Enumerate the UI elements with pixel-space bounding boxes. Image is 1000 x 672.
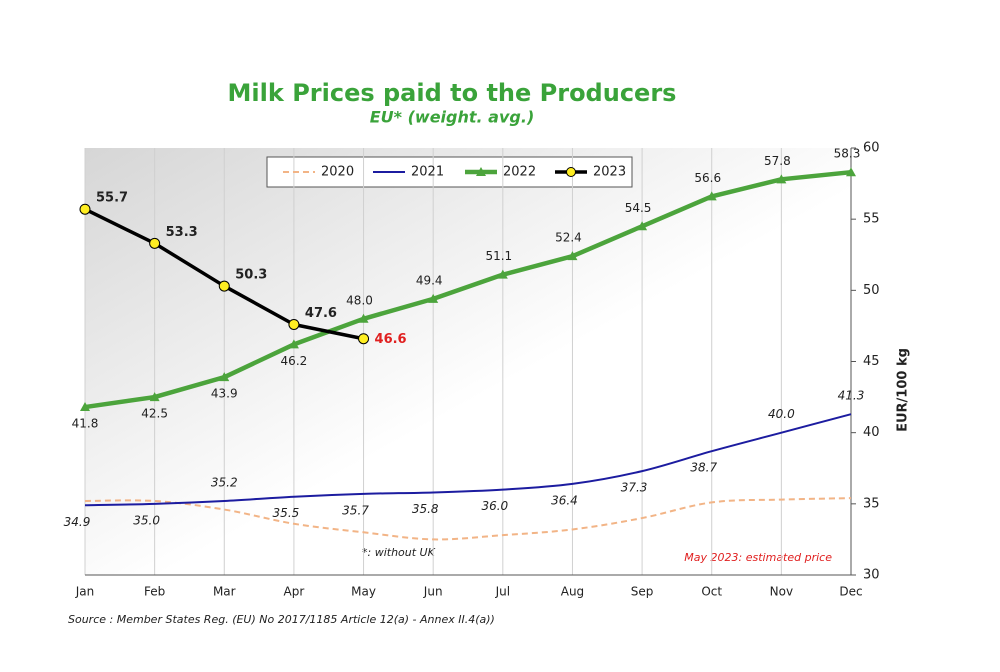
y-tick-label: 45 xyxy=(863,354,880,369)
annotation: *: without UK xyxy=(362,546,436,559)
marker xyxy=(79,203,91,215)
data-label: 36.4 xyxy=(551,493,578,507)
marker xyxy=(776,174,787,184)
y-tick-label: 50 xyxy=(863,283,880,298)
x-tick-label: May xyxy=(351,585,376,599)
legend-label: 2022 xyxy=(503,165,536,180)
annotation: May 2023: estimated price xyxy=(684,551,832,564)
marker xyxy=(219,372,230,382)
y-tick-label: 60 xyxy=(863,141,880,156)
x-tick-label: Jan xyxy=(75,585,95,599)
data-label: 41.3 xyxy=(838,389,865,403)
marker xyxy=(428,293,439,303)
x-tick-label: Dec xyxy=(839,585,862,599)
data-label: 38.7 xyxy=(690,461,717,475)
x-tick-label: Apr xyxy=(284,585,305,599)
data-label: 35.5 xyxy=(273,506,300,520)
y-tick-label: 30 xyxy=(863,568,880,583)
data-label: 51.1 xyxy=(485,249,512,263)
data-label: 53.3 xyxy=(166,225,198,240)
data-label: 50.3 xyxy=(235,268,267,283)
y-tick-label: 35 xyxy=(863,496,880,511)
data-label: 40.0 xyxy=(768,407,795,421)
x-tick-label: Mar xyxy=(213,585,236,599)
data-label: 47.6 xyxy=(305,306,337,321)
data-label: 34.9 xyxy=(64,515,91,529)
data-label: 35.7 xyxy=(342,503,369,517)
marker xyxy=(288,339,299,349)
data-label: 36.0 xyxy=(481,499,508,513)
data-label: 48.0 xyxy=(346,293,373,307)
legend-marker xyxy=(476,167,486,176)
x-tick-label: Aug xyxy=(561,585,584,599)
x-tick-label: Jun xyxy=(423,585,443,599)
data-label: 46.6 xyxy=(375,332,407,347)
y-tick-label: 40 xyxy=(863,425,880,440)
marker xyxy=(80,402,90,412)
chart-title: Milk Prices paid to the Producers xyxy=(228,79,677,107)
data-label: 35.0 xyxy=(133,513,160,527)
marker xyxy=(497,269,508,279)
marker xyxy=(149,392,160,402)
plot-area xyxy=(85,148,851,575)
marker xyxy=(358,313,369,323)
y-tick-label: 55 xyxy=(863,212,880,227)
marker xyxy=(567,251,578,261)
x-tick-label: Nov xyxy=(770,585,793,599)
x-tick-label: Jul xyxy=(495,585,510,599)
line-2020 xyxy=(84,497,852,541)
data-label: 49.4 xyxy=(416,273,443,287)
data-label: 37.3 xyxy=(621,481,648,495)
x-tick-label: Oct xyxy=(701,585,722,599)
data-label: 46.2 xyxy=(281,354,308,368)
source: Source : Member States Reg. (EU) No 2017… xyxy=(68,613,495,626)
chart-subtitle: EU* (weight. avg.) xyxy=(370,108,535,127)
data-label: 35.2 xyxy=(211,475,238,489)
data-label: 42.5 xyxy=(141,407,168,421)
marker xyxy=(706,191,717,201)
data-label: 55.7 xyxy=(96,191,128,206)
data-label: 41.8 xyxy=(72,417,99,431)
legend-label: 2021 xyxy=(411,165,444,180)
y-axis-label: EUR/100 kg xyxy=(896,348,911,432)
x-tick-label: Feb xyxy=(144,585,165,599)
line-2022 xyxy=(84,169,852,410)
marker xyxy=(149,237,161,249)
line-2021 xyxy=(84,413,852,507)
legend-label: 2023 xyxy=(593,165,626,180)
marker xyxy=(288,318,300,330)
data-label: 57.8 xyxy=(764,154,791,168)
data-label: 58.3 xyxy=(834,147,861,161)
legend-label: 2020 xyxy=(321,165,354,180)
marker xyxy=(358,333,370,345)
marker xyxy=(846,167,856,177)
marker xyxy=(218,280,230,292)
x-tick-label: Sep xyxy=(631,585,654,599)
legend-marker xyxy=(566,167,576,177)
marker xyxy=(637,221,648,231)
data-label: 54.5 xyxy=(625,201,652,215)
data-label: 43.9 xyxy=(211,387,238,401)
data-label: 56.6 xyxy=(694,171,721,185)
data-label: 52.4 xyxy=(555,231,582,245)
data-label: 35.8 xyxy=(412,502,439,516)
